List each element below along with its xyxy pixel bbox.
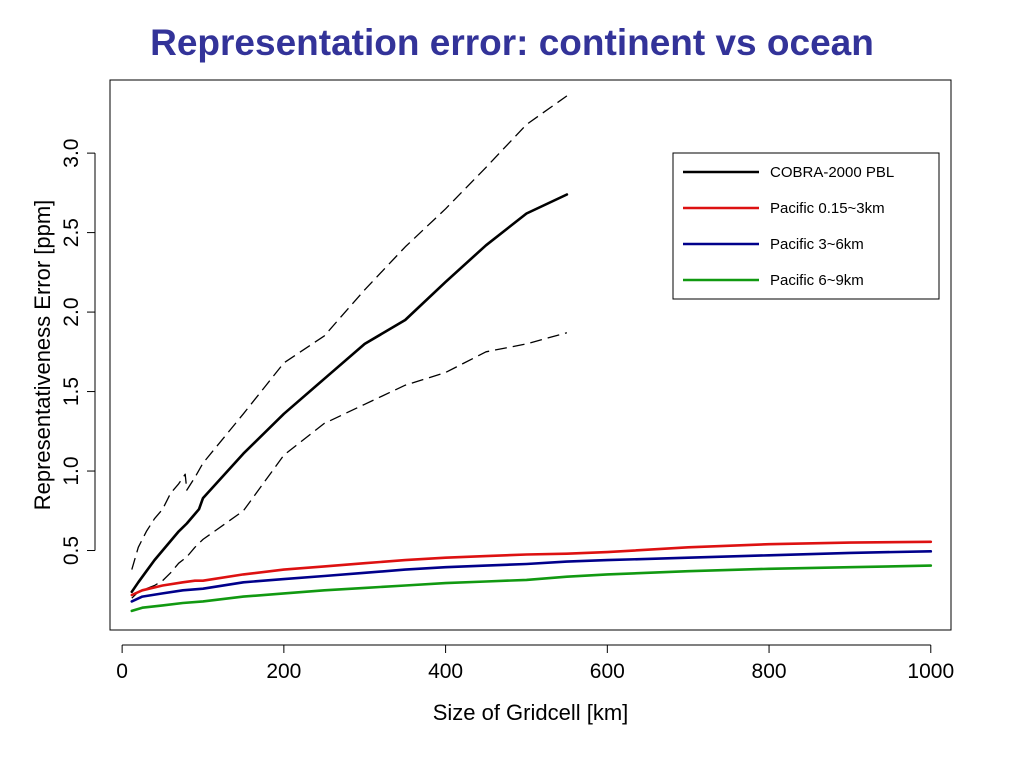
x-tick-label: 800 — [752, 660, 787, 683]
y-axis: 0.5 1.0 1.5 2.0 2.5 3.0 — [60, 139, 96, 565]
series-line-3 — [130, 540, 933, 597]
y-tick-label: 2.5 — [60, 218, 83, 247]
y-axis-title: Representativeness Error [ppm] — [30, 200, 55, 511]
x-tick-label: 400 — [428, 660, 463, 683]
legend-label: Pacific 0.15~3km — [770, 200, 885, 217]
series-line-1 — [131, 95, 568, 570]
legend-label: COBRA-2000 PBL — [770, 164, 894, 181]
legend-label: Pacific 6~9km — [770, 272, 864, 289]
series-line-4 — [130, 549, 933, 603]
plot-area-frame — [109, 79, 952, 631]
x-tick-label: 1000 — [907, 660, 954, 683]
x-axis: 0 200 400 600 800 1000 — [116, 644, 954, 683]
y-tick-label: 2.0 — [60, 297, 83, 326]
y-tick-label: 1.5 — [60, 377, 83, 406]
y-tick-label: 0.5 — [60, 536, 83, 565]
legend: COBRA-2000 PBL Pacific 0.15~3km Pacific 3~… — [672, 152, 940, 300]
y-tick-label: 1.0 — [60, 456, 83, 485]
series-line-5 — [130, 564, 933, 613]
series-line-0 — [130, 193, 569, 594]
legend-label: Pacific 3~6km — [770, 236, 864, 253]
x-tick-label: 0 — [116, 660, 128, 683]
x-tick-label: 200 — [266, 660, 301, 683]
x-axis-title: Size of Gridcell [km] — [433, 700, 629, 725]
x-tick-label: 600 — [590, 660, 625, 683]
series-line-2 — [131, 332, 568, 599]
chart-title: Representation error: continent vs ocean — [150, 22, 874, 63]
legend-box — [672, 152, 940, 300]
y-tick-label: 3.0 — [60, 139, 83, 168]
series-layer — [130, 95, 933, 613]
